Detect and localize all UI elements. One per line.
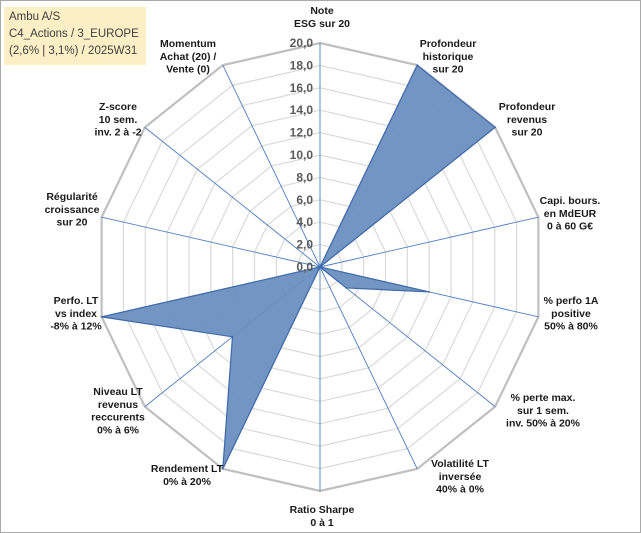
data-point — [345, 287, 348, 289]
performance-period: (2,6% | 3,1%) / 2025W31 — [9, 45, 138, 57]
data-point — [416, 64, 418, 66]
axis-line — [319, 266, 418, 470]
axis-line — [222, 64, 321, 268]
axis-label: Momentum Achat (20) / Vente (0) — [160, 38, 217, 76]
axis-label: Ratio Sharpe 0 à 1 — [290, 504, 355, 529]
tick-label: 12,0 — [290, 126, 314, 140]
data-point — [319, 266, 321, 268]
tick-label: 16,0 — [290, 81, 314, 95]
axis-label: Capi. bours. en MdEUR 0 à 60 G€ — [540, 195, 601, 233]
axis-line — [319, 216, 539, 268]
axis-line — [144, 126, 321, 268]
data-point — [100, 316, 103, 318]
tick-label: 14,0 — [290, 103, 314, 117]
tick-label: 2,0 — [296, 238, 313, 252]
axis-label: Perfo. LT vs index -8% à 12% — [50, 295, 102, 333]
data-point — [428, 291, 430, 293]
data-point — [494, 126, 496, 129]
title-box: Ambu A/S C4_Actions / 3_EUROPE (2,6% | 3… — [4, 7, 146, 65]
axis-label: Note ESG sur 20 — [294, 5, 350, 30]
portfolio-category: C4_Actions / 3_EUROPE — [9, 28, 139, 40]
tick-label: 4,0 — [296, 215, 313, 229]
tick-label: 0,0 — [296, 260, 313, 274]
tick-label: 6,0 — [296, 193, 313, 207]
tick-label: 8,0 — [296, 170, 313, 184]
data-point — [231, 336, 234, 338]
tick-label: 10,0 — [290, 148, 314, 162]
data-point — [222, 468, 224, 470]
axis-label: % perfo 1A positive 50% à 80% — [544, 295, 599, 333]
axis-label: Régularité croissance sur 20 — [45, 191, 100, 229]
axis-label: % perte max. sur 1 sem. inv. 50% à 20% — [506, 392, 581, 430]
axis-line — [319, 266, 496, 408]
company-name: Ambu A/S — [9, 11, 61, 23]
axis-label: Profondeur historique sur 20 — [420, 38, 477, 76]
axis-label: Niveau LT revenus reccurents 0% à 6% — [91, 386, 145, 436]
tick-label: 20,0 — [290, 36, 314, 50]
axis-label: Rendement LT 0% à 20% — [151, 463, 224, 488]
axis-label: Profondeur revenus sur 20 — [499, 101, 556, 139]
tick-label: 18,0 — [290, 58, 314, 72]
axis-label: Volatilité LT inversée 40% à 0% — [431, 458, 490, 496]
axis-label: Z-score 10 sem. inv. 2 à -2 — [94, 101, 141, 139]
axis-line — [101, 216, 321, 268]
